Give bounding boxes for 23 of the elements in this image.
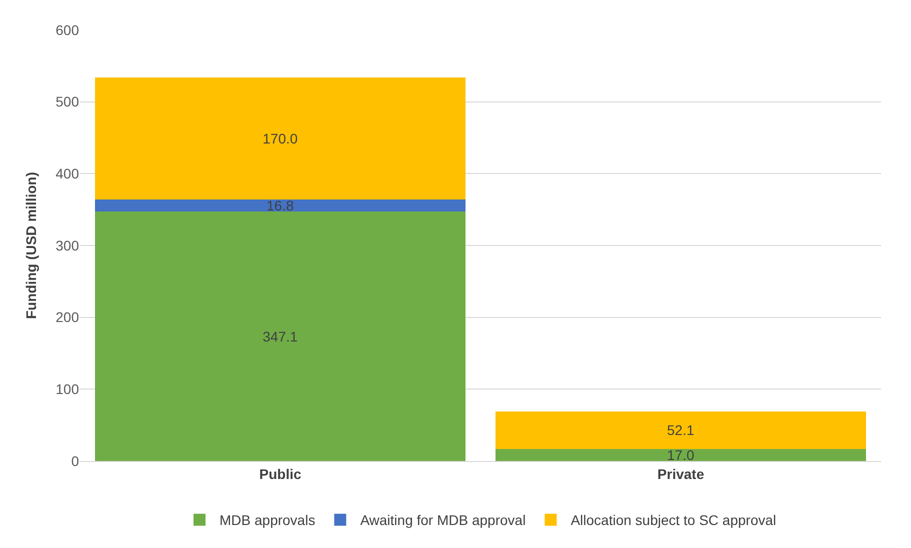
data-label: 170.0	[262, 130, 298, 147]
y-tick-label: 600	[56, 22, 80, 38]
y-tick-label: 200	[56, 309, 80, 326]
legend-label: Allocation subject to SC approval	[570, 512, 776, 528]
bar	[95, 212, 466, 461]
bar	[95, 200, 466, 212]
x-tick-label: Private	[657, 466, 704, 482]
bar	[95, 77, 466, 200]
bar	[496, 411, 866, 449]
bar	[496, 448, 866, 461]
legend-label: Awaiting for MDB approval	[360, 512, 526, 528]
y-tick-label: 400	[56, 166, 80, 182]
y-tick-label: 100	[56, 381, 80, 398]
legend-label: MDB approvals	[220, 512, 316, 528]
data-label: 52.1	[667, 422, 694, 438]
y-tick-label: 500	[56, 94, 80, 110]
y-tick-label: 300	[56, 237, 80, 254]
data-label: 17.0	[667, 446, 694, 463]
y-axis-title: Funding (USD million)	[23, 172, 40, 319]
data-label: 16.8	[266, 198, 294, 214]
y-tick-label: 0	[71, 452, 80, 469]
x-tick-label: Public	[259, 466, 302, 482]
data-label: 347.1	[262, 328, 298, 344]
